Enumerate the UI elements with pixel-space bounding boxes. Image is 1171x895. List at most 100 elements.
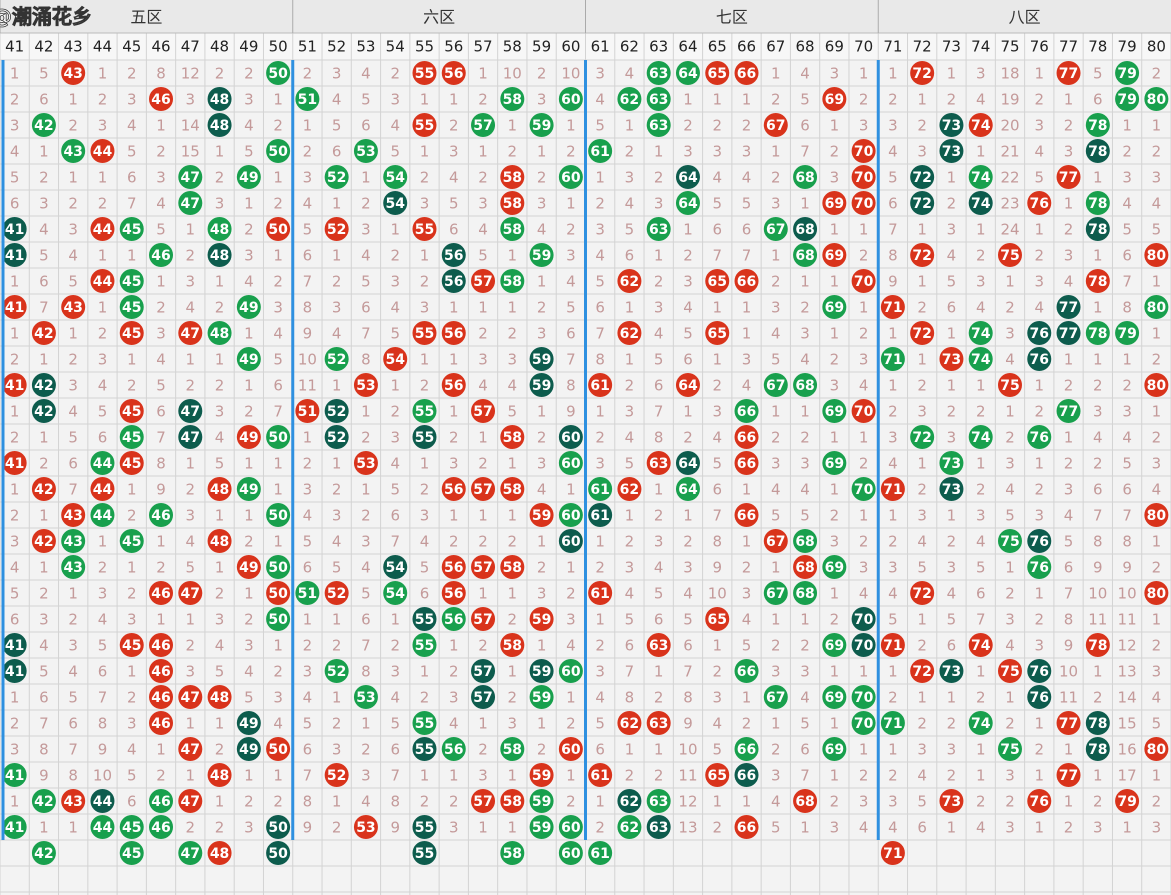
miss-count: 2 [771,741,781,759]
miss-count: 3 [1034,637,1044,655]
ball [149,633,174,657]
miss-count: 1 [508,299,518,317]
ball-number: 49 [239,742,258,758]
miss-count: 3 [449,143,459,161]
ball-number: 57 [473,404,492,420]
column-header: 48 [210,38,229,56]
miss-count: 1 [742,689,752,707]
miss-count: 4 [888,455,898,473]
ball [1115,87,1140,111]
miss-count: 1 [478,299,488,317]
ball [646,711,671,735]
miss-count: 12 [1118,637,1137,655]
ball [412,607,437,631]
ball-number: 59 [532,794,551,810]
ball [1056,61,1081,85]
miss-count: 4 [595,247,605,265]
ball-number: 44 [93,222,113,238]
miss-count: 2 [1034,91,1044,109]
ball [793,555,818,579]
miss-count: 1 [478,429,488,447]
ball-number: 78 [1088,716,1107,732]
miss-count: 1 [273,169,283,187]
miss-count: 1 [127,663,137,681]
ball-number: 68 [795,222,814,238]
miss-count: 2 [566,585,576,603]
ball-number: 57 [473,274,492,290]
ball-number: 50 [268,846,288,862]
ball-number: 64 [678,378,698,394]
miss-count: 2 [127,65,137,83]
ball-number: 80 [1147,248,1167,264]
miss-count: 5 [361,91,371,109]
miss-count: 3 [771,195,781,213]
miss-count: 1 [127,559,137,577]
miss-count: 2 [537,299,547,317]
ball-number: 57 [473,612,492,628]
ball [734,815,759,839]
miss-count: 5 [390,325,400,343]
miss-count: 1 [683,91,693,109]
ball [588,581,613,605]
ball-number: 73 [942,456,961,472]
ball-number: 61 [590,508,609,524]
miss-count: 4 [712,715,722,733]
column-header: 68 [796,38,815,56]
miss-count: 1 [449,91,459,109]
ball [793,217,818,241]
miss-count: 4 [595,689,605,707]
miss-count: 7 [976,611,986,629]
ball [236,347,261,371]
ball-number: 45 [122,846,141,862]
miss-count: 6 [98,429,108,447]
ball-number: 56 [444,742,463,758]
miss-count: 3 [830,65,840,83]
miss-count: 2 [1152,65,1162,83]
column-header: 75 [1000,38,1019,56]
ball [61,61,86,85]
miss-count: 1 [625,117,635,135]
miss-count: 8 [303,299,313,317]
miss-count: 1 [566,117,576,135]
ball [646,113,671,137]
ball-number: 41 [5,638,24,654]
miss-count: 5 [361,585,371,603]
miss-count: 5 [244,689,254,707]
miss-count: 1 [888,325,898,343]
ball-number: 57 [473,560,492,576]
miss-count: 18 [1000,65,1019,83]
miss-count: 10 [298,351,317,369]
miss-count: 2 [1064,819,1074,837]
miss-count: 3 [478,767,488,785]
miss-count: 3 [742,585,752,603]
ball [1085,217,1110,241]
miss-count: 11 [1059,689,1078,707]
ball-number: 45 [122,430,141,446]
miss-count: 24 [1000,221,1019,239]
ball-number: 47 [181,690,200,706]
ball [178,685,203,709]
miss-count: 3 [244,819,254,837]
miss-count: 2 [625,533,635,551]
miss-count: 5 [303,221,313,239]
miss-count: 3 [654,533,664,551]
miss-count: 6 [654,611,664,629]
miss-count: 3 [859,117,869,135]
ball [968,113,993,137]
ball-number: 60 [561,534,581,550]
miss-count: 4 [390,455,400,473]
ball-number: 66 [737,456,756,472]
miss-count: 6 [361,611,371,629]
miss-count: 1 [917,273,927,291]
miss-count: 2 [976,689,986,707]
miss-count: 2 [800,637,810,655]
miss-count: 1 [830,117,840,135]
miss-count: 6 [39,273,49,291]
ball [266,425,291,449]
ball-number: 78 [1088,144,1107,160]
miss-count: 3 [859,351,869,369]
miss-count: 4 [1152,195,1162,213]
ball [324,399,349,423]
miss-count: 4 [449,169,459,187]
miss-count: 4 [39,637,49,655]
